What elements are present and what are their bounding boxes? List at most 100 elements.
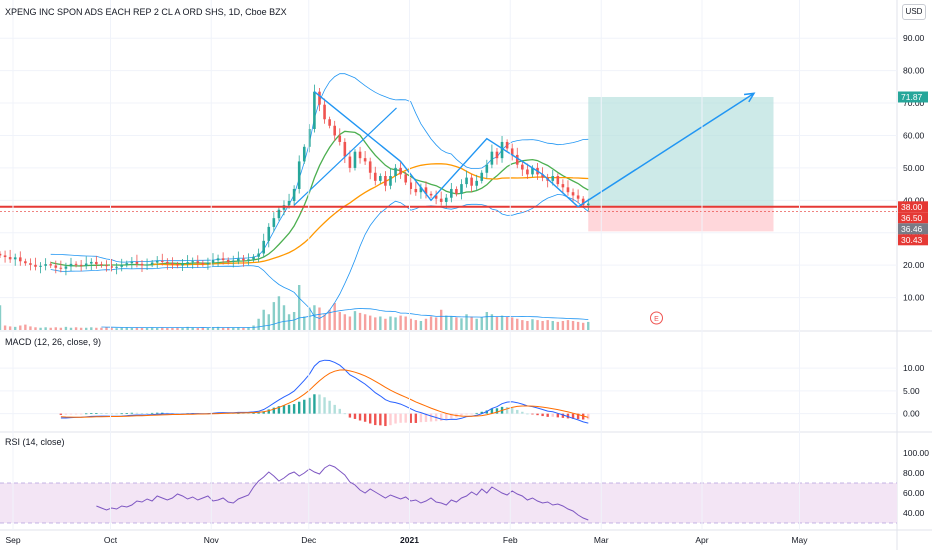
volume-bar bbox=[176, 327, 179, 330]
macd-histogram-bar bbox=[546, 413, 549, 417]
rsi-tick-label: 40.00 bbox=[903, 508, 925, 518]
candle-body bbox=[110, 266, 113, 268]
price-tick-label: 50.00 bbox=[903, 163, 925, 173]
price-tick-label: 10.00 bbox=[903, 293, 925, 303]
macd-histogram-bar bbox=[510, 408, 514, 414]
candle-body bbox=[216, 258, 220, 261]
volume-bar bbox=[303, 316, 306, 330]
candle-body bbox=[576, 195, 580, 199]
candle-body bbox=[287, 200, 291, 206]
candle-body bbox=[475, 180, 478, 186]
price-axis-label bbox=[898, 91, 928, 103]
candle-body bbox=[384, 176, 387, 186]
macd-histogram-bar bbox=[262, 411, 265, 414]
macd-histogram-bar bbox=[348, 413, 352, 418]
candle-body bbox=[297, 161, 301, 189]
profit-zone bbox=[588, 96, 774, 207]
rsi-pane[interactable]: 40.00 60.00 80.00 100.00 bbox=[0, 448, 929, 524]
volume-bar bbox=[363, 314, 367, 330]
macd-histogram-bar bbox=[450, 413, 453, 419]
volume-bar bbox=[140, 327, 144, 330]
volume-bar bbox=[439, 309, 443, 330]
macd-histogram-bar bbox=[404, 413, 407, 423]
price-tick-label: 70.00 bbox=[903, 98, 925, 108]
time-tick-label: Mar bbox=[594, 535, 609, 545]
volume-bar bbox=[292, 312, 296, 330]
volume-bar bbox=[34, 327, 37, 330]
volume-bar bbox=[561, 321, 565, 330]
volume-bar bbox=[54, 327, 57, 330]
currency-button[interactable]: USD bbox=[902, 4, 926, 20]
volume-bar bbox=[368, 315, 372, 330]
candle-body bbox=[272, 218, 276, 227]
volume-bar bbox=[19, 325, 22, 330]
macd-histogram-bar bbox=[576, 413, 580, 420]
volume-bar bbox=[450, 316, 453, 330]
price-tick-label: 80.00 bbox=[903, 66, 925, 76]
volume-bar bbox=[69, 327, 73, 330]
macd-histogram-bar bbox=[247, 413, 250, 414]
volume-ma-line bbox=[101, 308, 589, 329]
macd-histogram-bar bbox=[419, 413, 423, 423]
price-pane[interactable]: 10.0020.0030.0040.0050.0060.0070.0080.00… bbox=[0, 33, 928, 330]
volume-bar bbox=[328, 309, 331, 330]
candle-body bbox=[566, 187, 570, 193]
volume-bar bbox=[95, 327, 98, 330]
volume-bar bbox=[465, 314, 468, 330]
volume-bar bbox=[166, 327, 169, 330]
volume-bar bbox=[262, 309, 265, 330]
macd-histogram-bar bbox=[475, 412, 478, 414]
macd-histogram-bar bbox=[414, 413, 418, 423]
candle-body bbox=[581, 198, 585, 206]
volume-bar bbox=[85, 327, 88, 330]
candle-body bbox=[3, 255, 7, 258]
volume-bar bbox=[526, 321, 529, 330]
macd-histogram-bar bbox=[156, 412, 159, 414]
candle-body bbox=[353, 151, 357, 168]
macd-histogram-bar bbox=[379, 413, 382, 426]
macd-histogram-bar bbox=[252, 412, 255, 414]
macd-tick-label: 5.00 bbox=[903, 386, 920, 396]
macd-pane[interactable]: 0.00 5.00 10.00 bbox=[0, 359, 925, 427]
volume-bar bbox=[186, 326, 189, 330]
candle-body bbox=[277, 209, 281, 219]
time-axis[interactable]: Sep Oct Nov Dec 2021 Feb Mar Apr May bbox=[5, 0, 808, 545]
volume-bar bbox=[399, 315, 402, 330]
volume-bar bbox=[24, 324, 27, 330]
candle-body bbox=[181, 263, 184, 266]
candle-body bbox=[510, 148, 514, 155]
time-tick-label: Sep bbox=[5, 535, 20, 545]
volume-bar bbox=[566, 320, 570, 330]
volume-bar bbox=[379, 316, 382, 330]
volume-bar bbox=[414, 320, 418, 330]
macd-histogram-bar bbox=[505, 406, 509, 414]
candle-body bbox=[465, 177, 468, 185]
macd-histogram-bar bbox=[292, 404, 296, 414]
volume-bar bbox=[79, 327, 83, 330]
price-axis-label bbox=[898, 223, 928, 235]
candle-body bbox=[348, 156, 352, 168]
macd-histogram-bar bbox=[69, 413, 73, 415]
price-axis-label-text: 38.00 bbox=[901, 202, 923, 212]
macd-histogram-bar bbox=[490, 408, 494, 414]
volume-bar bbox=[338, 312, 341, 330]
volume-bar bbox=[3, 325, 7, 330]
price-tick-label: 20.00 bbox=[903, 260, 925, 270]
candle-body bbox=[34, 264, 37, 267]
candle-body bbox=[150, 262, 154, 265]
candle-body bbox=[221, 258, 225, 260]
volume-bar bbox=[576, 321, 580, 330]
macd-histogram-bar bbox=[74, 413, 78, 415]
volume-bar bbox=[546, 320, 549, 330]
volume-bar bbox=[581, 322, 585, 330]
candle-body bbox=[44, 264, 47, 266]
macd-histogram-bar bbox=[171, 413, 174, 414]
volume-bar bbox=[130, 327, 134, 330]
volume-bar bbox=[237, 327, 240, 330]
macd-histogram-bar bbox=[85, 413, 88, 415]
macd-histogram-bar bbox=[439, 413, 443, 421]
macd-histogram-bar bbox=[242, 413, 245, 414]
macd-histogram-bar bbox=[409, 413, 412, 423]
macd-histogram-bar bbox=[480, 411, 483, 414]
